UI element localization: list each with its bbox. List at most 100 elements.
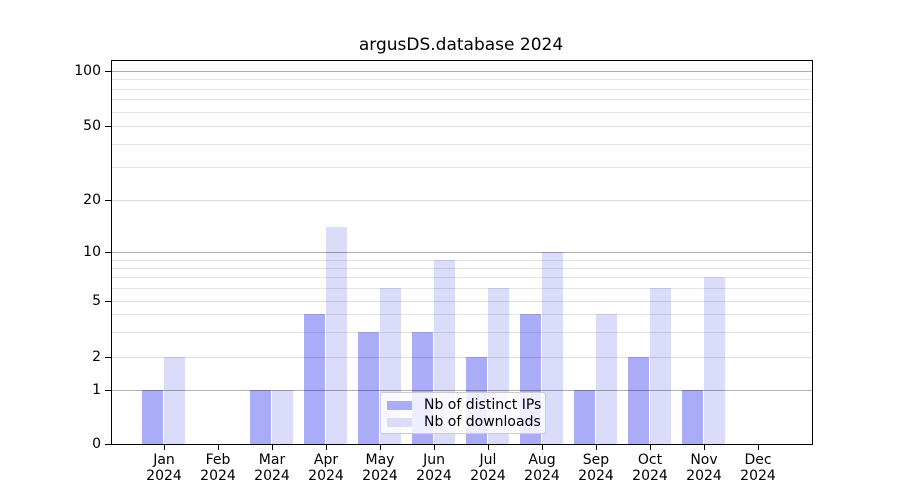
x-tick-month: Sep bbox=[582, 452, 610, 468]
x-tick-year: 2024 bbox=[686, 468, 722, 484]
x-tick-label-oct-2024: Oct 2024 bbox=[618, 452, 682, 484]
y-tick-5 bbox=[105, 301, 111, 302]
y-tick-label-10: 10 bbox=[83, 244, 101, 260]
x-tick-year: 2024 bbox=[632, 468, 668, 484]
x-tick-label-nov-2024: Nov 2024 bbox=[672, 452, 736, 484]
bar-nb-of-distinct-ips-nov-2024 bbox=[681, 389, 704, 444]
x-tick-month: Aug bbox=[528, 452, 556, 468]
minor-gridline-30 bbox=[112, 167, 812, 168]
x-tick-year: 2024 bbox=[200, 468, 236, 484]
minor-gridline-40 bbox=[112, 144, 812, 145]
gridline-10 bbox=[112, 252, 812, 253]
x-tick-mar-2024 bbox=[272, 445, 273, 450]
legend-swatch-nb-of-downloads bbox=[387, 418, 412, 427]
y-tick-2 bbox=[105, 357, 111, 358]
legend: Nb of distinct IPs Nb of downloads bbox=[380, 392, 546, 434]
bar-nb-of-downloads-nov-2024 bbox=[703, 277, 726, 444]
x-tick-year: 2024 bbox=[308, 468, 344, 484]
y-tick-0 bbox=[105, 444, 111, 445]
y-tick-label-100: 100 bbox=[74, 63, 101, 79]
gridline-2 bbox=[112, 357, 812, 358]
x-tick-month: Mar bbox=[258, 452, 286, 468]
y-tick-100 bbox=[105, 71, 111, 72]
x-tick-month: Apr bbox=[313, 452, 339, 468]
legend-label-nb-of-distinct-ips: Nb of distinct IPs bbox=[424, 397, 542, 413]
minor-gridline-9 bbox=[112, 260, 812, 261]
x-tick-label-sep-2024: Sep 2024 bbox=[564, 452, 628, 484]
x-tick-label-may-2024: May 2024 bbox=[348, 452, 412, 484]
bar-nb-of-downloads-oct-2024 bbox=[649, 287, 672, 444]
x-tick-month: Jun bbox=[423, 452, 445, 468]
gridline-20 bbox=[112, 200, 812, 201]
chart-title: argusDS.database 2024 bbox=[358, 35, 564, 55]
y-tick-20 bbox=[105, 200, 111, 201]
minor-gridline-4 bbox=[112, 314, 812, 315]
x-tick-sep-2024 bbox=[596, 445, 597, 450]
x-tick-dec-2024 bbox=[758, 445, 759, 450]
y-tick-10 bbox=[105, 252, 111, 253]
y-tick-label-20: 20 bbox=[83, 192, 101, 208]
x-tick-year: 2024 bbox=[362, 468, 398, 484]
x-tick-label-jul-2024: Jul 2024 bbox=[456, 452, 520, 484]
y-tick-1 bbox=[105, 390, 111, 391]
legend-label-nb-of-downloads: Nb of downloads bbox=[424, 414, 541, 430]
y-tick-label-2: 2 bbox=[92, 349, 101, 365]
x-tick-month: Jan bbox=[153, 452, 175, 468]
legend-swatch-nb-of-distinct-ips bbox=[387, 401, 412, 410]
x-tick-aug-2024 bbox=[542, 445, 543, 450]
x-tick-may-2024 bbox=[380, 445, 381, 450]
bar-nb-of-distinct-ips-sep-2024 bbox=[573, 389, 596, 444]
minor-gridline-8 bbox=[112, 268, 812, 269]
x-tick-year: 2024 bbox=[146, 468, 182, 484]
x-tick-year: 2024 bbox=[416, 468, 452, 484]
x-tick-label-mar-2024: Mar 2024 bbox=[240, 452, 304, 484]
x-tick-year: 2024 bbox=[470, 468, 506, 484]
minor-gridline-70 bbox=[112, 99, 812, 100]
x-tick-month: Feb bbox=[205, 452, 231, 468]
x-tick-label-jan-2024: Jan 2024 bbox=[132, 452, 196, 484]
x-tick-jan-2024 bbox=[164, 445, 165, 450]
y-tick-label-1: 1 bbox=[92, 382, 101, 398]
x-tick-nov-2024 bbox=[704, 445, 705, 450]
legend-item-nb-of-distinct-ips: Nb of distinct IPs bbox=[387, 397, 545, 414]
minor-gridline-60 bbox=[112, 112, 812, 113]
bar-nb-of-distinct-ips-oct-2024 bbox=[627, 356, 650, 444]
gridline-100 bbox=[112, 71, 812, 72]
gridline-5 bbox=[112, 301, 812, 302]
x-tick-label-dec-2024: Dec 2024 bbox=[726, 452, 790, 484]
bar-nb-of-distinct-ips-mar-2024 bbox=[249, 389, 272, 444]
bar-nb-of-distinct-ips-may-2024 bbox=[357, 331, 380, 444]
x-tick-month: Jul bbox=[479, 452, 497, 468]
x-tick-year: 2024 bbox=[524, 468, 560, 484]
y-tick-label-50: 50 bbox=[83, 118, 101, 134]
x-tick-year: 2024 bbox=[740, 468, 776, 484]
y-tick-label-5: 5 bbox=[92, 293, 101, 309]
x-tick-month: Nov bbox=[690, 452, 718, 468]
y-tick-50 bbox=[105, 126, 111, 127]
x-tick-month: May bbox=[365, 452, 395, 468]
x-tick-year: 2024 bbox=[254, 468, 290, 484]
bar-nb-of-distinct-ips-jan-2024 bbox=[141, 389, 164, 444]
x-tick-label-jun-2024: Jun 2024 bbox=[402, 452, 466, 484]
gridline-1 bbox=[112, 390, 812, 391]
x-tick-feb-2024 bbox=[218, 445, 219, 450]
bar-nb-of-distinct-ips-apr-2024 bbox=[303, 314, 326, 444]
x-tick-month: Dec bbox=[744, 452, 772, 468]
gridline-50 bbox=[112, 126, 812, 127]
minor-gridline-3 bbox=[112, 332, 812, 333]
minor-gridline-7 bbox=[112, 277, 812, 278]
bar-nb-of-downloads-jan-2024 bbox=[163, 356, 186, 444]
x-tick-jul-2024 bbox=[488, 445, 489, 450]
x-tick-oct-2024 bbox=[650, 445, 651, 450]
x-tick-apr-2024 bbox=[326, 445, 327, 450]
minor-gridline-6 bbox=[112, 288, 812, 289]
x-tick-year: 2024 bbox=[578, 468, 614, 484]
legend-item-nb-of-downloads: Nb of downloads bbox=[387, 414, 545, 431]
x-tick-label-aug-2024: Aug 2024 bbox=[510, 452, 574, 484]
bar-nb-of-downloads-apr-2024 bbox=[325, 226, 348, 444]
bar-nb-of-downloads-mar-2024 bbox=[271, 389, 294, 444]
minor-gridline-90 bbox=[112, 79, 812, 80]
x-tick-jun-2024 bbox=[434, 445, 435, 450]
plot-area: Nb of distinct IPs Nb of downloads bbox=[111, 60, 813, 445]
